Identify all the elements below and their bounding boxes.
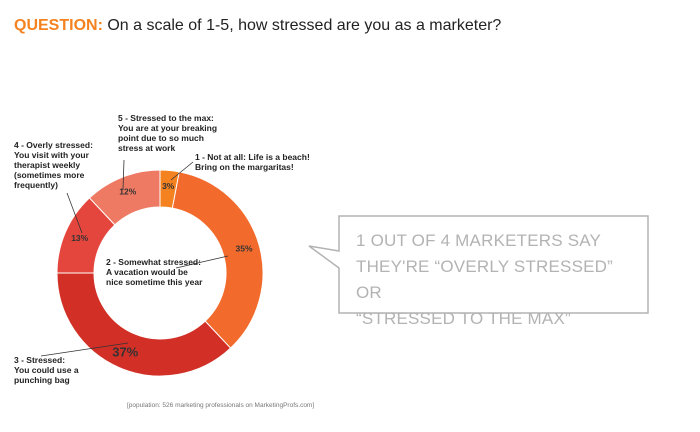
label-s5-line: stress at work — [118, 143, 176, 153]
label-s4-line: frequently) — [14, 180, 58, 190]
leader-line-s1 — [170, 161, 194, 181]
label-s3-line: punching bag — [14, 375, 70, 385]
leader-lines — [40, 159, 229, 357]
percent-label-4: 13% — [71, 233, 88, 243]
leader-line-s3 — [40, 342, 129, 357]
question-text: On a scale of 1-5, how stressed are you … — [107, 17, 502, 34]
label-s4-line: You visit with your — [14, 150, 89, 160]
label-s5: 5 - Stressed to the max: You are at your… — [118, 113, 217, 153]
percent-label-3: 37% — [112, 344, 138, 359]
label-s1-line: Bring on the margaritas! — [195, 162, 294, 172]
label-s5-line: You are at your breaking — [118, 123, 218, 133]
label-s5-line: 5 - Stressed to the max: — [118, 113, 214, 123]
label-s1: 1 - Not at all: Life is a beach! Bring o… — [195, 152, 310, 172]
label-s5-line: point due to so much — [118, 133, 204, 143]
label-s3: 3 - Stressed: You could use a punching b… — [14, 355, 79, 385]
label-s2-line: 2 - Somewhat stressed: — [106, 257, 201, 267]
percent-label-2: 35% — [236, 244, 253, 254]
label-s4-line: 4 - Overly stressed: — [14, 140, 93, 150]
label-s1-line: 1 - Not at all: Life is a beach! — [195, 152, 310, 162]
label-s4-line: (sometimes more — [14, 170, 85, 180]
callout-line: “STRESSED TO THE MAX” — [356, 309, 571, 328]
label-s3-line: You could use a — [14, 365, 79, 375]
footnote: [population: 526 marketing professionals… — [127, 402, 315, 409]
label-s4: 4 - Overly stressed: You visit with your… — [14, 140, 93, 190]
percent-labels: 3% 35% 37% 13% 12% — [71, 181, 253, 359]
callout-text: 1 OUT OF 4 MARKETERS SAY THEY'RE “OVERLY… — [356, 228, 641, 332]
leader-line-s4 — [66, 192, 83, 234]
percent-label-5: 12% — [119, 187, 136, 197]
donut-slice-5 — [88, 169, 161, 226]
leader-line-s2 — [175, 255, 229, 269]
callout-line: 1 OUT OF 4 MARKETERS SAY — [356, 231, 602, 250]
leader-line-s5 — [122, 159, 125, 191]
label-s2: 2 - Somewhat stressed: A vacation would … — [106, 257, 202, 287]
donut-slices — [56, 169, 264, 377]
page-title: QUESTION: On a scale of 1-5, how stresse… — [14, 17, 501, 35]
question-label: QUESTION: — [14, 17, 103, 34]
label-s2-line: A vacation would be — [106, 267, 188, 277]
donut-slice-2 — [171, 171, 264, 349]
label-s3-line: 3 - Stressed: — [14, 355, 66, 365]
callout-box — [308, 215, 649, 314]
donut-slice-3 — [56, 272, 232, 377]
label-s2-line: nice sometime this year — [106, 277, 203, 287]
callout-line: THEY'RE “OVERLY STRESSED” OR — [356, 257, 614, 302]
percent-label-1: 3% — [162, 181, 175, 191]
label-s4-line: therapist weekly — [14, 160, 81, 170]
